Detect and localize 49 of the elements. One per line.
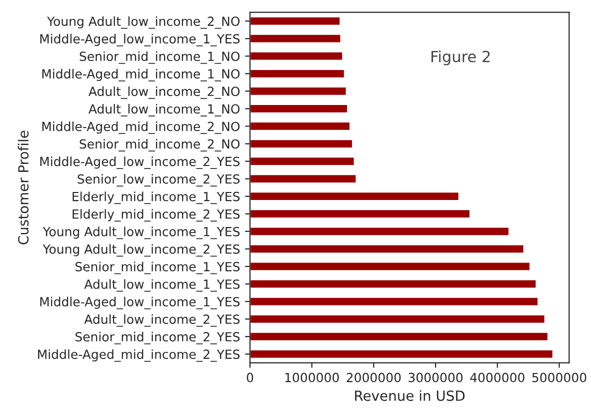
y-tick-label: Adult_low_income_2_YES <box>84 314 240 327</box>
bar <box>250 244 525 254</box>
y-tick-label: Adult_low_income_1_NO <box>88 104 240 116</box>
y-tick-label: Middle-Aged_low_income_1_YES <box>40 296 240 310</box>
y-tick-label: Middle-Aged_mid_income_2_YES <box>38 349 240 362</box>
bar <box>250 208 471 219</box>
y-tick-label: Middle-Aged_low_income_1_YES <box>40 34 240 46</box>
y-tick-label: Young Adult_low_income_2_YES <box>42 244 240 257</box>
bar <box>250 314 546 324</box>
y-tick-label: Middle-Aged_mid_income_1_NO <box>42 68 240 82</box>
x-tick-label: 4000000 <box>470 372 524 382</box>
x-axis-title: Revenue in USD <box>355 390 465 401</box>
bar <box>250 174 358 184</box>
y-tick-label: Adult_low_income_2_NO <box>88 86 240 99</box>
bar <box>250 68 346 79</box>
y-tick-label: Senior_mid_income_1_NO <box>80 51 240 64</box>
bar <box>250 86 348 96</box>
bar <box>250 349 554 360</box>
bar <box>250 156 356 166</box>
bar <box>250 34 342 44</box>
bar <box>250 261 531 272</box>
y-tick-label: Senior_low_income_2_YES <box>78 174 240 187</box>
y-tick-label: Senior_mid_income_1_YES <box>75 262 240 274</box>
y-tick-label: Young Adult_low_income_1_YES <box>42 226 240 240</box>
bar <box>250 138 354 149</box>
x-tick-label: 1000000 <box>285 372 339 382</box>
bar <box>250 104 348 114</box>
x-tick-label: 2000000 <box>346 372 401 382</box>
bar <box>250 191 460 202</box>
bar <box>250 278 538 290</box>
annotation: Figure 2 <box>432 50 490 66</box>
y-tick-label: Young Adult_low_income_2_NO <box>47 16 240 29</box>
y-tick-label: Middle-Aged_mid_income_2_NO <box>42 121 240 134</box>
x-tick-label: 5000000 <box>532 372 586 382</box>
bar <box>250 51 344 62</box>
x-tick-label: 0 <box>246 372 254 382</box>
x-tick-label: 3000000 <box>408 372 463 382</box>
y-tick-label: Senior_mid_income_2_YES <box>75 332 240 344</box>
bar <box>250 121 351 132</box>
y-axis-title: Customer Profile <box>18 130 29 244</box>
y-tick-label: Senior_mid_income_2_NO <box>80 139 240 152</box>
bar <box>250 331 549 342</box>
bar <box>250 16 341 26</box>
bar <box>250 296 539 307</box>
y-tick-label: Elderly_mid_income_2_YES <box>72 209 240 222</box>
y-tick-label: Adult_low_income_1_YES <box>84 279 240 292</box>
y-tick-label: Elderly_mid_income_1_YES <box>72 192 240 204</box>
bar <box>250 226 510 236</box>
y-tick-label: Middle-Aged_low_income_2_YES <box>40 156 240 169</box>
